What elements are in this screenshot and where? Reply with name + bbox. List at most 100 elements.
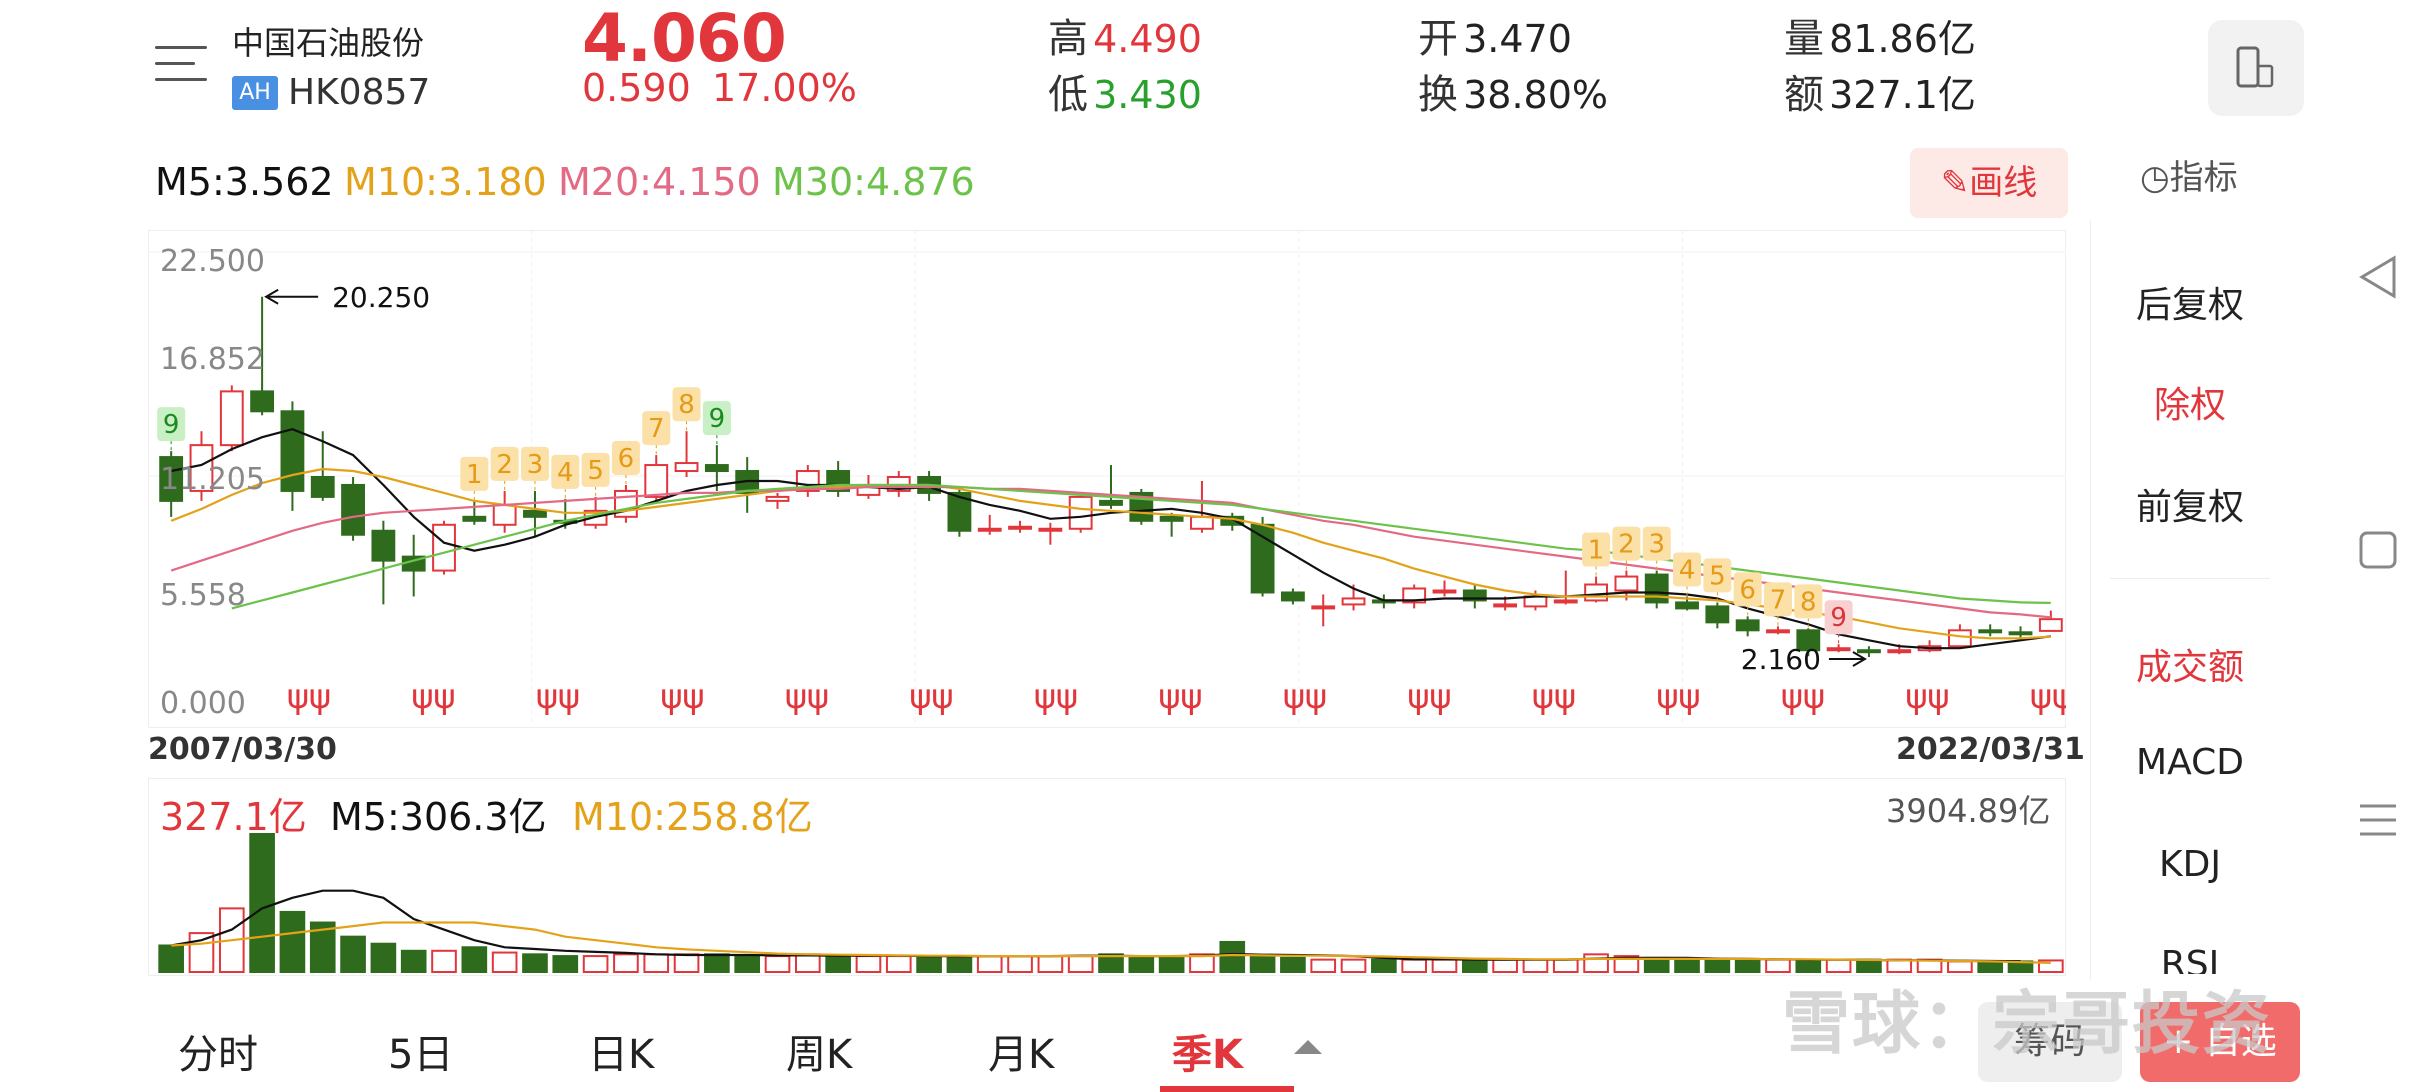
sequence-marker xyxy=(1794,584,1823,619)
tab-5day[interactable]: 5日 xyxy=(388,1032,454,1078)
sequence-marker-label: 1 xyxy=(1588,536,1605,566)
sequence-marker xyxy=(611,440,640,475)
menu-icon[interactable] xyxy=(155,42,207,86)
bottom-signal-icon: ψ xyxy=(1781,677,1803,717)
chips-button[interactable]: 筹码 xyxy=(1978,1002,2122,1082)
volume-bar xyxy=(643,953,670,974)
nav-back-icon[interactable] xyxy=(2358,254,2398,300)
bottom-signal-icon: ψ xyxy=(287,677,309,717)
tab-intraday[interactable]: 分时 xyxy=(178,1032,258,1078)
volume-bar xyxy=(309,921,336,973)
bottom-signal-icon: ψ xyxy=(1056,677,1078,717)
volume-bar xyxy=(1704,958,1731,973)
volume-bar xyxy=(946,955,973,973)
candle-body xyxy=(1462,589,1487,602)
candle-body xyxy=(1432,589,1457,594)
kline-chart[interactable]: 91 2 3 4 5 678 91 2 34 5 6 7 89ψ ψ ψ ψ ψ ψ ψ ψ ψ ψ ψ ψ ψ ψ ψ ψ ψ ψ ψ ψ ψ… xyxy=(148,230,2066,728)
indicator-button[interactable]: ◷指标 xyxy=(2140,150,2238,199)
candle-body xyxy=(1857,649,1881,654)
candle-body xyxy=(432,523,456,572)
candle-body xyxy=(159,456,184,502)
draw-line-button[interactable]: ✎画线 xyxy=(1910,148,2068,218)
bottom-signal-icon: ψ xyxy=(682,677,704,717)
candle-body xyxy=(341,483,365,536)
tab-weekly[interactable]: 周K xyxy=(786,1032,853,1078)
volume-latest: 327.1亿 xyxy=(160,795,307,839)
quote-value: 327.1亿 xyxy=(1829,73,1976,117)
candle-body xyxy=(1250,523,1275,594)
indicator-amount[interactable]: 成交额 xyxy=(2135,647,2244,688)
nav-menu-icon[interactable] xyxy=(2358,800,2398,840)
volume-bar xyxy=(1492,958,1518,973)
nav-home-icon[interactable] xyxy=(2358,530,2398,570)
candle-body xyxy=(1311,605,1336,610)
adjust-backward-option[interactable]: 后复权 xyxy=(2135,285,2244,326)
quote-high: 高 4.490 xyxy=(1048,6,1202,64)
ma-line-m30 xyxy=(231,483,2051,610)
candle-body xyxy=(1190,515,1214,530)
tab-daily[interactable]: 日K xyxy=(588,1032,655,1078)
indicator-rsi[interactable]: RSI xyxy=(2160,944,2220,974)
sequence-marker xyxy=(460,456,489,491)
volume-bar xyxy=(1371,958,1397,973)
adjust-none-option[interactable]: 除权 xyxy=(2153,385,2226,426)
volume-bar xyxy=(855,955,882,973)
volume-bar xyxy=(1007,955,1033,973)
indicator-macd[interactable]: MACD xyxy=(2136,742,2244,783)
volume-bar xyxy=(1037,955,1064,973)
candle-body xyxy=(1887,649,1912,654)
candle-body xyxy=(1099,499,1123,506)
gauge-icon: ◷ xyxy=(2140,158,2170,198)
volume-bar xyxy=(704,953,730,974)
candle-body xyxy=(1826,647,1851,652)
quote-label: 开 xyxy=(1418,16,1458,62)
indicator-kdj[interactable]: KDJ xyxy=(2159,844,2221,885)
volume-chart[interactable] xyxy=(148,778,2066,976)
candle-body xyxy=(1614,575,1639,592)
sequence-marker xyxy=(672,387,701,422)
max-arrow-head xyxy=(264,288,279,305)
volume-bar xyxy=(1583,953,1609,974)
volume-bar xyxy=(1128,955,1155,973)
y-tick-label: 22.500 xyxy=(160,244,265,279)
volume-chart-frame[interactable] xyxy=(148,778,2066,976)
volume-bar xyxy=(1340,958,1367,973)
expand-up-icon[interactable] xyxy=(1294,1040,1322,1054)
tab-quarterly[interactable]: 季K xyxy=(1172,1032,1243,1078)
ma10-label: M10:3.180 xyxy=(344,160,547,204)
sequence-marker-label: 6 xyxy=(618,444,635,474)
candle-body xyxy=(1008,525,1032,530)
y-tick-label: 11.205 xyxy=(160,462,265,497)
y-tick-label: 5.558 xyxy=(160,578,246,613)
tab-monthly[interactable]: 月K xyxy=(988,1032,1055,1078)
adjust-forward-option[interactable]: 前复权 xyxy=(2135,487,2244,528)
volume-m5: M5:306.3亿 xyxy=(330,795,547,839)
volume-bar xyxy=(552,955,579,973)
volume-bar xyxy=(461,946,488,973)
bottom-signal-icon: ψ xyxy=(1554,677,1576,717)
candle-body xyxy=(765,495,790,502)
price-change-percent: 17.00% xyxy=(712,66,857,110)
sequence-marker-label: 6 xyxy=(1739,575,1756,605)
add-watchlist-button[interactable]: + 自选 xyxy=(2140,1002,2300,1082)
sequence-marker xyxy=(1673,552,1702,587)
kline-chart-frame[interactable] xyxy=(148,230,2066,728)
bottom-signal-icon: ψ xyxy=(411,677,433,717)
max-price-label: 20.250 xyxy=(332,281,430,314)
volume-bar xyxy=(1280,956,1306,973)
volume-bar xyxy=(491,951,518,974)
landscape-toggle-button[interactable] xyxy=(2208,20,2304,116)
sequence-marker-label: 9 xyxy=(1830,603,1847,633)
sequence-marker-label: 3 xyxy=(527,450,544,480)
side-panel xyxy=(2090,220,2291,980)
bottom-signal-icon: ψ xyxy=(909,677,931,717)
quote-value: 3.430 xyxy=(1093,73,1202,117)
candle-body xyxy=(947,491,972,532)
candle-body xyxy=(462,515,487,522)
quote-amount: 额 327.1亿 xyxy=(1784,62,1976,120)
volume-bar xyxy=(1552,958,1579,973)
volume-bar xyxy=(1734,958,1761,973)
candle-body xyxy=(523,509,547,518)
bottom-signal-icon: ψ xyxy=(2030,677,2052,717)
y-tick-label: 0.000 xyxy=(160,686,246,721)
